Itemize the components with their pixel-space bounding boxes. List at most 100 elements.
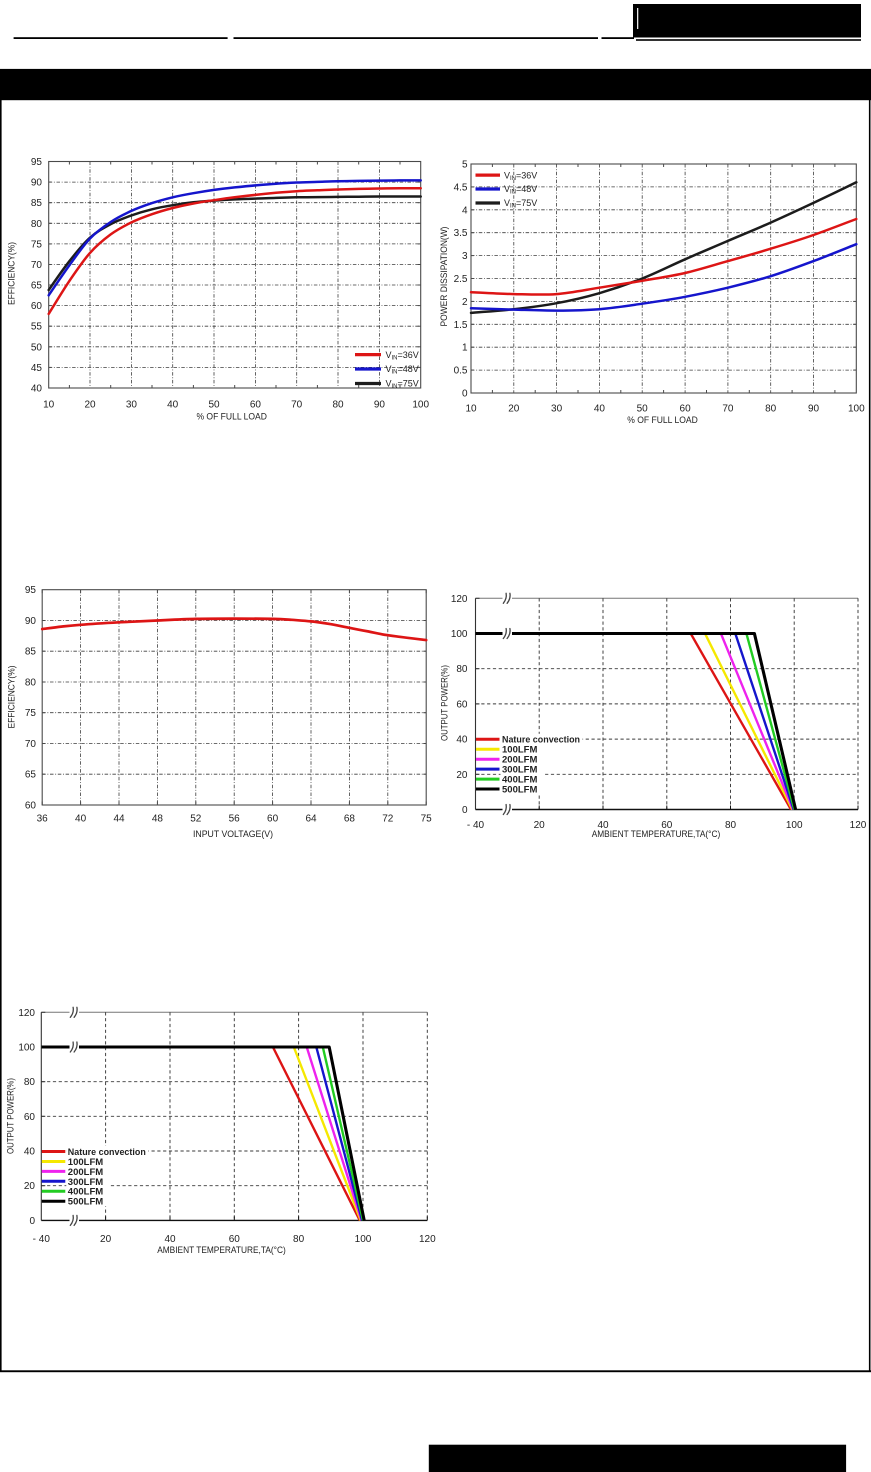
svg-text:50: 50 — [31, 342, 43, 353]
svg-text:300LFM: 300LFM — [68, 1177, 103, 1188]
svg-text:3.5: 3.5 — [454, 228, 468, 239]
svg-text:200LFM: 200LFM — [502, 755, 537, 766]
svg-text:90: 90 — [374, 400, 386, 411]
svg-text:4: 4 — [462, 205, 468, 216]
svg-text:120: 120 — [451, 594, 468, 605]
svg-text:OUTPUT POWER(%): OUTPUT POWER(%) — [440, 665, 451, 741]
svg-text:10: 10 — [465, 404, 477, 415]
svg-text:44: 44 — [113, 814, 125, 825]
svg-text:EFFICIENCY(%): EFFICIENCY(%) — [7, 666, 18, 729]
svg-text:400LFM: 400LFM — [68, 1187, 103, 1198]
svg-text:100LFM: 100LFM — [68, 1157, 103, 1168]
svg-text:120: 120 — [850, 820, 867, 831]
svg-text:80: 80 — [332, 400, 344, 411]
svg-text:60: 60 — [456, 699, 468, 710]
svg-text:85: 85 — [31, 198, 43, 209]
svg-text:VIN=48V: VIN=48V — [504, 184, 537, 196]
svg-text:20: 20 — [456, 770, 468, 781]
svg-text:300LFM: 300LFM — [502, 765, 537, 776]
svg-text:20: 20 — [534, 820, 546, 831]
svg-text:65: 65 — [25, 770, 37, 781]
svg-text:2: 2 — [462, 297, 468, 308]
svg-text:75: 75 — [31, 239, 43, 250]
svg-text:40: 40 — [164, 1234, 176, 1245]
svg-text:90: 90 — [25, 616, 37, 627]
svg-text:120: 120 — [419, 1234, 436, 1245]
svg-text:100LFM: 100LFM — [502, 745, 537, 756]
svg-text:60: 60 — [24, 1112, 36, 1123]
svg-text:50: 50 — [208, 400, 220, 411]
svg-text:VIN=48V: VIN=48V — [386, 364, 419, 376]
svg-text:36: 36 — [37, 814, 49, 825]
svg-text:56: 56 — [229, 814, 241, 825]
svg-text:45: 45 — [31, 363, 43, 374]
svg-text:% OF FULL LOAD: % OF FULL LOAD — [196, 412, 267, 422]
svg-text:0.5: 0.5 — [454, 366, 468, 377]
svg-text:70: 70 — [31, 260, 43, 271]
svg-text:VIN=36V: VIN=36V — [386, 350, 419, 362]
svg-text:5: 5 — [462, 160, 468, 171]
svg-text:- 40: - 40 — [467, 820, 485, 831]
svg-text:1: 1 — [462, 343, 468, 354]
svg-text:% OF FULL LOAD: % OF FULL LOAD — [627, 415, 698, 425]
svg-text:70: 70 — [722, 404, 734, 415]
svg-text:200LFM: 200LFM — [68, 1167, 103, 1178]
svg-text:30: 30 — [551, 404, 563, 415]
svg-text:100: 100 — [848, 404, 865, 415]
svg-text:- 40: - 40 — [33, 1234, 51, 1245]
svg-text:68: 68 — [344, 814, 356, 825]
svg-text:3: 3 — [462, 251, 468, 262]
svg-text:40: 40 — [456, 735, 468, 746]
svg-text:100: 100 — [355, 1234, 372, 1245]
svg-text:VIN=75V: VIN=75V — [504, 198, 537, 210]
svg-text:40: 40 — [597, 820, 609, 831]
svg-text:100: 100 — [786, 820, 803, 831]
svg-text:AMBIENT TEMPERATURE,TA(°C): AMBIENT TEMPERATURE,TA(°C) — [157, 1245, 286, 1255]
svg-text:VIN=36V: VIN=36V — [504, 170, 537, 182]
svg-text:2.5: 2.5 — [454, 274, 468, 285]
svg-text:40: 40 — [167, 400, 179, 411]
svg-text:4.5: 4.5 — [454, 182, 468, 193]
svg-text:60: 60 — [229, 1234, 241, 1245]
svg-text:40: 40 — [75, 814, 87, 825]
svg-text:40: 40 — [31, 384, 43, 395]
svg-text:70: 70 — [291, 400, 303, 411]
svg-text:20: 20 — [100, 1234, 112, 1245]
svg-text:80: 80 — [31, 219, 43, 230]
svg-text:70: 70 — [25, 739, 37, 750]
svg-text:Nature convection: Nature convection — [502, 735, 580, 746]
svg-text:POWER DISSIPATION(W): POWER DISSIPATION(W) — [439, 227, 450, 327]
svg-text:65: 65 — [31, 281, 43, 292]
svg-text:100: 100 — [412, 400, 429, 411]
svg-text:90: 90 — [31, 178, 43, 189]
svg-text:75: 75 — [421, 814, 433, 825]
svg-text:64: 64 — [305, 814, 317, 825]
svg-text:OUTPUT POWER(%): OUTPUT POWER(%) — [6, 1078, 17, 1154]
svg-text:VIN=75V: VIN=75V — [386, 379, 419, 391]
svg-text:Nature convection: Nature convection — [68, 1147, 146, 1158]
svg-text:AMBIENT TEMPERATURE,TA(°C): AMBIENT TEMPERATURE,TA(°C) — [592, 829, 721, 839]
svg-text:85: 85 — [25, 647, 37, 658]
svg-text:80: 80 — [25, 678, 37, 689]
svg-text:20: 20 — [508, 404, 520, 415]
svg-text:EFFICIENCY(%): EFFICIENCY(%) — [7, 242, 18, 305]
svg-text:120: 120 — [18, 1008, 35, 1019]
svg-text:100: 100 — [18, 1043, 35, 1054]
svg-text:0: 0 — [29, 1216, 35, 1227]
svg-text:75: 75 — [25, 708, 37, 719]
svg-text:20: 20 — [84, 400, 96, 411]
svg-text:40: 40 — [24, 1147, 36, 1158]
svg-text:80: 80 — [725, 820, 737, 831]
svg-text:60: 60 — [31, 301, 43, 312]
svg-text:INPUT VOLTAGE(V): INPUT VOLTAGE(V) — [193, 829, 273, 839]
svg-text:40: 40 — [594, 404, 606, 415]
svg-text:52: 52 — [190, 814, 202, 825]
svg-text:60: 60 — [680, 404, 692, 415]
svg-text:60: 60 — [25, 801, 37, 812]
svg-text:80: 80 — [24, 1077, 36, 1088]
svg-text:50: 50 — [637, 404, 649, 415]
svg-text:95: 95 — [31, 157, 43, 168]
svg-text:0: 0 — [462, 805, 468, 816]
svg-text:95: 95 — [25, 585, 37, 596]
svg-text:80: 80 — [293, 1234, 305, 1245]
